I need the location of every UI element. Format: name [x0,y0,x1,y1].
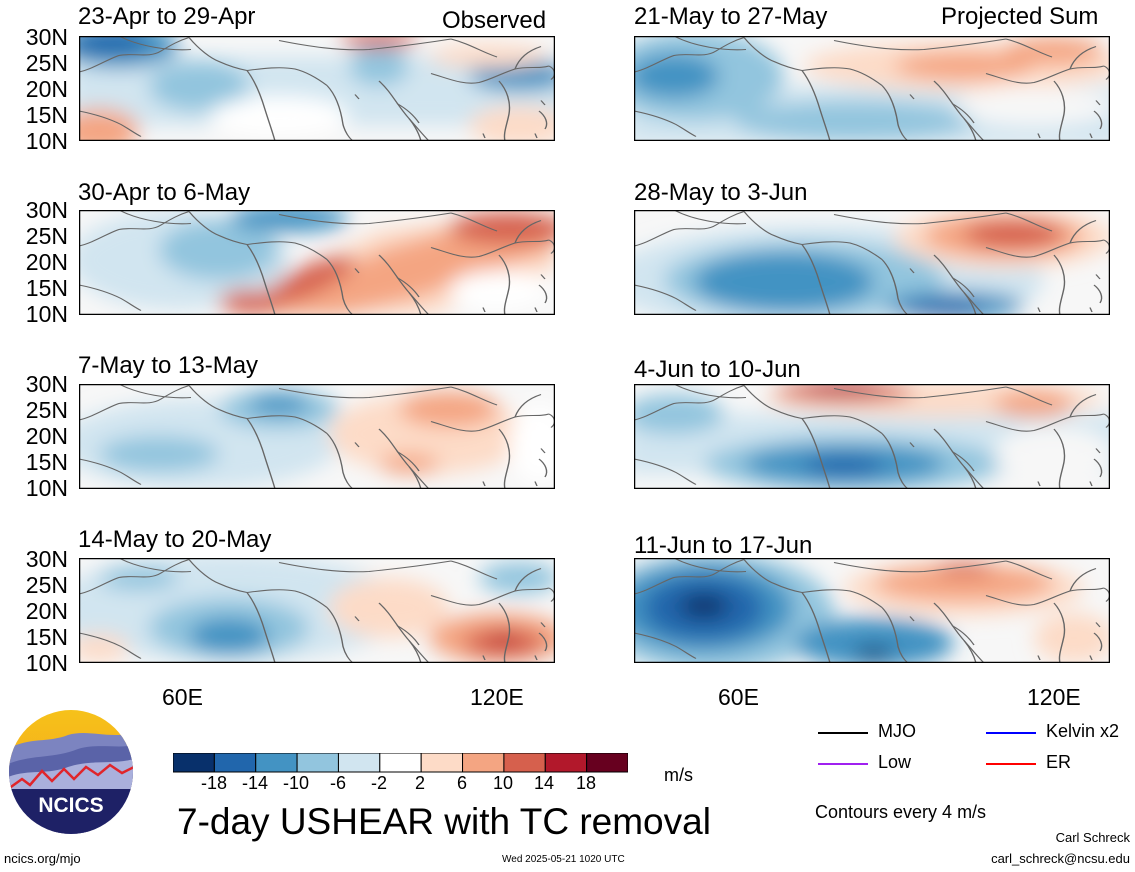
panel-title-obs-4: 14-May to 20-May [78,526,272,553]
legend-label-low: Low [878,752,912,772]
lat-label-20n: 20N [25,423,68,449]
colorbar-swatch [420,752,464,773]
map-panel-obs-1 [79,36,555,141]
colorbar [172,752,629,778]
lat-label-30n: 30N [25,546,68,572]
lat-label-20n: 20N [25,76,68,102]
filter-legend: MJO Kelvin x2 Low ER [818,719,1128,779]
lat-label-20n: 20N [25,249,68,275]
legend-line-mjo [818,732,868,734]
colorbar-swatch [503,752,546,773]
panel-title-proj-2: 28-May to 3-Jun [634,179,808,206]
colorbar-tick: -14 [241,773,268,793]
panel-title-obs-1: 23-Apr to 29-Apr [78,3,256,30]
colorbar-swatch [255,752,298,773]
legend-label-mjo: MJO [878,721,916,741]
colorbar-tick: -18 [200,773,227,793]
panel-title-proj-1: 21-May to 27-May [634,3,828,30]
lon-label-120e-right: 120E [1027,684,1081,710]
lat-label-30n: 30N [25,197,68,223]
lat-label-30n: 30N [25,24,68,50]
panel-title-obs-3: 7-May to 13-May [78,352,259,379]
legend-line-kelvin [986,732,1036,734]
main-title: 7-day USHEAR with TC removal [177,801,711,842]
lat-label-25n: 25N [25,50,68,76]
colorbar-swatch [586,752,629,773]
map-panel-proj-3 [634,384,1110,489]
legend-label-kelvin: Kelvin x2 [1046,721,1120,741]
colorbar-tick: 18 [575,773,597,793]
colorbar-swatch [544,752,588,773]
lon-label-120e-left: 120E [470,684,524,710]
colorbar-units: m/s [664,765,693,785]
map-panel-proj-1 [634,36,1110,141]
shear-map-proj-4 [634,558,1110,663]
footer-timestamp: Wed 2025-05-21 1020 UTC [502,854,625,865]
colorbar-swatches [172,752,629,773]
colorbar-tick: 14 [533,773,555,793]
lat-label-15n: 15N [25,624,68,650]
colorbar-tick: 6 [456,773,467,793]
colorbar-tick: -6 [329,773,346,793]
lon-label-60e-right: 60E [718,684,759,710]
map-panel-proj-2 [634,210,1110,315]
map-panel-obs-2 [79,210,555,315]
legend-label-er: ER [1046,752,1072,772]
colorbar-tick: 10 [492,773,514,793]
shear-map-proj-2 [634,210,1110,315]
lat-label-10n: 10N [25,301,68,327]
colorbar-swatch [462,752,505,773]
lat-label-20n: 20N [25,598,68,624]
colorbar-swatch [379,752,422,773]
colorbar-swatch [337,752,381,773]
projected-sum-header: Projected Sum [941,3,1099,30]
colorbar-tick: -10 [282,773,309,793]
lat-label-15n: 15N [25,275,68,301]
lat-label-10n: 10N [25,128,68,154]
lat-label-10n: 10N [25,475,68,501]
contours-note: Contours every 4 m/s [815,802,987,822]
lat-label-25n: 25N [25,223,68,249]
legend-line-low [818,763,868,765]
shear-map-obs-3 [79,384,555,489]
lat-label-25n: 25N [25,572,68,598]
logo-text: NCICS [38,794,103,817]
lat-label-15n: 15N [25,102,68,128]
shear-map-obs-1 [79,36,555,141]
map-panel-obs-3 [79,384,555,489]
map-panel-proj-4 [634,558,1110,663]
ncics-logo: NCICS [8,709,134,835]
shear-map-obs-2 [79,210,555,315]
footer-email[interactable]: carl_schreck@ncsu.edu [991,851,1130,866]
shear-map-obs-4 [79,558,555,663]
colorbar-swatch [213,752,257,773]
panel-title-obs-2: 30-Apr to 6-May [78,179,251,206]
colorbar-swatch [296,752,339,773]
colorbar-ticks: -18 -14 -10 -6 -2 2 6 10 14 18 [173,773,633,797]
panel-title-proj-3: 4-Jun to 10-Jun [634,356,801,383]
shear-map-proj-3 [634,384,1110,489]
lat-label-10n: 10N [25,650,68,676]
lat-label-15n: 15N [25,449,68,475]
footer-author: Carl Schreck [1055,830,1130,845]
colorbar-swatch [172,752,215,773]
lon-label-60e-left: 60E [162,684,203,710]
lat-label-30n: 30N [25,371,68,397]
observed-header: Observed [442,7,547,34]
footer-url[interactable]: ncics.org/mjo [4,851,81,866]
lat-label-25n: 25N [25,397,68,423]
legend-line-er [986,763,1036,765]
map-panel-obs-4 [79,558,555,663]
colorbar-tick: -2 [370,773,387,793]
colorbar-tick: 2 [414,773,425,793]
shear-map-proj-1 [634,36,1110,141]
panel-title-proj-4: 11-Jun to 17-Jun [634,532,813,559]
